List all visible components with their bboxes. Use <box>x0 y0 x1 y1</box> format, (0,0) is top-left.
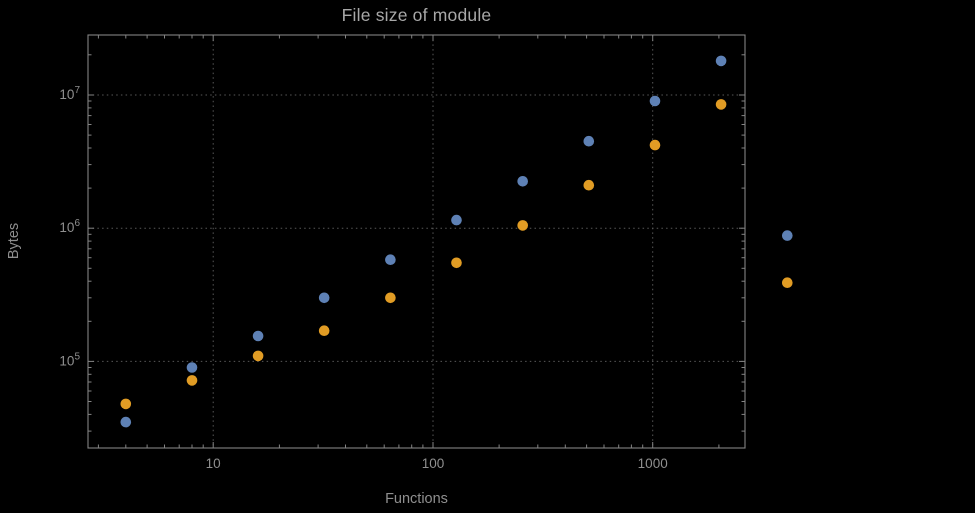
data-point-orange <box>252 350 264 362</box>
data-point-blue <box>451 214 462 226</box>
data-point-orange <box>385 292 396 304</box>
x-axis-label: Functions <box>385 491 448 507</box>
y-tick-label: 106 <box>59 218 80 235</box>
data-point-orange <box>451 257 462 269</box>
y-tick-label: 105 <box>59 351 80 368</box>
data-point-blue <box>252 330 264 342</box>
data-point-orange <box>120 398 132 410</box>
data-point-blue <box>318 292 330 304</box>
chart-title: File size of module <box>341 5 492 25</box>
data-point-blue <box>517 176 528 187</box>
data-point-orange <box>715 99 727 110</box>
data-point-blue <box>186 362 198 373</box>
data-point-orange <box>318 325 330 337</box>
data-point-orange <box>649 139 661 151</box>
plot-frame <box>87 34 746 449</box>
x-tick-label: 10 <box>206 456 221 471</box>
y-axis-label: Bytes <box>6 222 22 260</box>
data-point-orange <box>517 220 528 231</box>
x-tick-label: 1000 <box>638 456 668 471</box>
data-point-blue <box>649 95 661 107</box>
data-point-blue <box>583 135 595 147</box>
data-point-orange <box>782 277 793 289</box>
data-point-blue <box>782 230 793 241</box>
data-point-blue <box>715 55 727 67</box>
data-point-blue <box>385 254 396 265</box>
data-point-blue <box>120 416 132 428</box>
x-tick-label: 100 <box>422 456 445 471</box>
y-tick-label: 107 <box>59 85 80 102</box>
data-point-orange <box>583 179 595 191</box>
data-point-orange <box>186 375 198 386</box>
